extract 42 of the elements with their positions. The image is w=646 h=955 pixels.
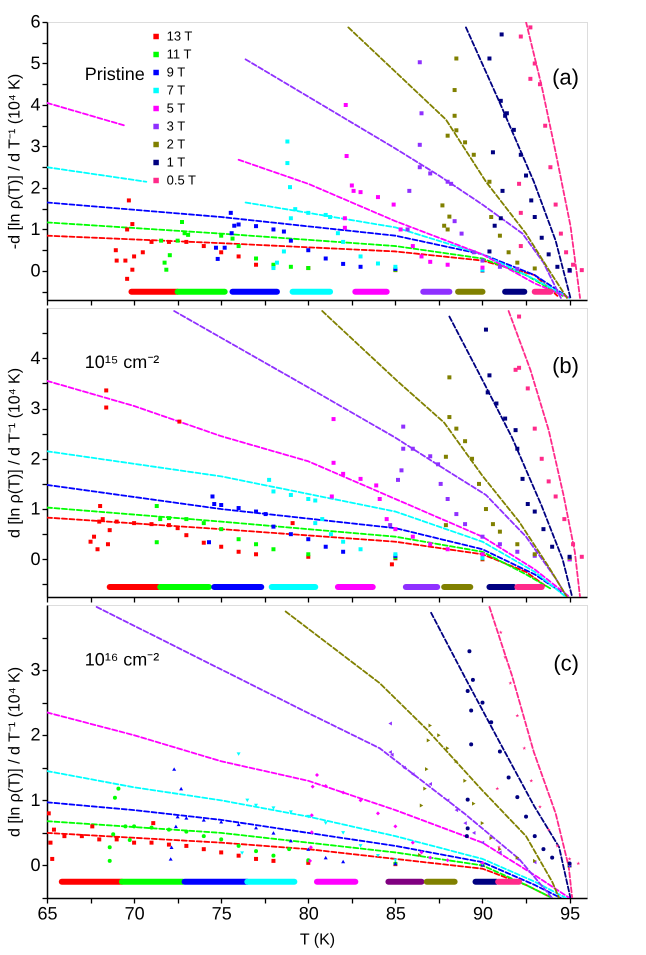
legend-label: 0.5 T <box>166 172 196 188</box>
y-tick-label: 2 <box>30 177 40 198</box>
legend-label: 5 T <box>166 100 186 116</box>
legend-label: 9 T <box>166 64 186 80</box>
y-axis-title: -d [ln ρ(T)] / d T⁻¹ (10⁴ K) <box>6 74 24 250</box>
legend-label: 11 T <box>166 46 192 62</box>
y-tick-label: 3 <box>30 136 40 156</box>
legend-label: 1 T <box>166 154 186 170</box>
x-tick-label: 90 <box>472 904 493 924</box>
y-tick-label: 5 <box>30 52 40 73</box>
y-tick-label: 2 <box>30 724 40 745</box>
x-tick-label: 95 <box>560 904 580 924</box>
y-axis-title: d [ln ρ(T)] / d T⁻¹ (10⁴ K) <box>6 666 24 838</box>
x-tick-label: 85 <box>386 904 406 924</box>
legend-label: 3 T <box>166 118 186 134</box>
annotation: 10¹⁵ cm⁻² <box>84 352 160 372</box>
annotation: (b) <box>552 352 579 378</box>
y-tick-label: 0 <box>30 548 40 569</box>
y-tick-label: 4 <box>30 348 40 368</box>
y-tick-label: 0 <box>30 854 40 875</box>
y-tick-label: 1 <box>30 498 40 519</box>
legend-label: 7 T <box>166 82 186 98</box>
y-axis-title: d [ln ρ(T)] / d T⁻¹ (10⁴ K) <box>6 368 24 538</box>
y-tick-label: 1 <box>30 790 40 810</box>
y-tick-label: 1 <box>30 218 40 239</box>
y-tick-label: 3 <box>30 660 40 680</box>
x-tick-label: 80 <box>298 904 319 924</box>
x-axis-title: T (K) <box>300 932 336 948</box>
y-tick-label: 2 <box>30 448 40 468</box>
legend-label: 2 T <box>166 136 186 152</box>
y-tick-label: 4 <box>30 94 40 114</box>
x-tick-label: 75 <box>212 904 232 924</box>
annotation: Pristine <box>84 64 145 84</box>
y-tick-label: 6 <box>30 12 40 32</box>
x-tick-label: 65 <box>37 904 58 924</box>
annotation: (c) <box>553 650 579 676</box>
annotation: (a) <box>552 64 579 90</box>
legend-label: 13 T <box>166 28 192 44</box>
x-tick-label: 70 <box>124 904 145 924</box>
annotation: 10¹⁶ cm⁻² <box>84 650 160 670</box>
y-tick-label: 3 <box>30 398 40 418</box>
y-tick-label: 0 <box>30 260 40 280</box>
